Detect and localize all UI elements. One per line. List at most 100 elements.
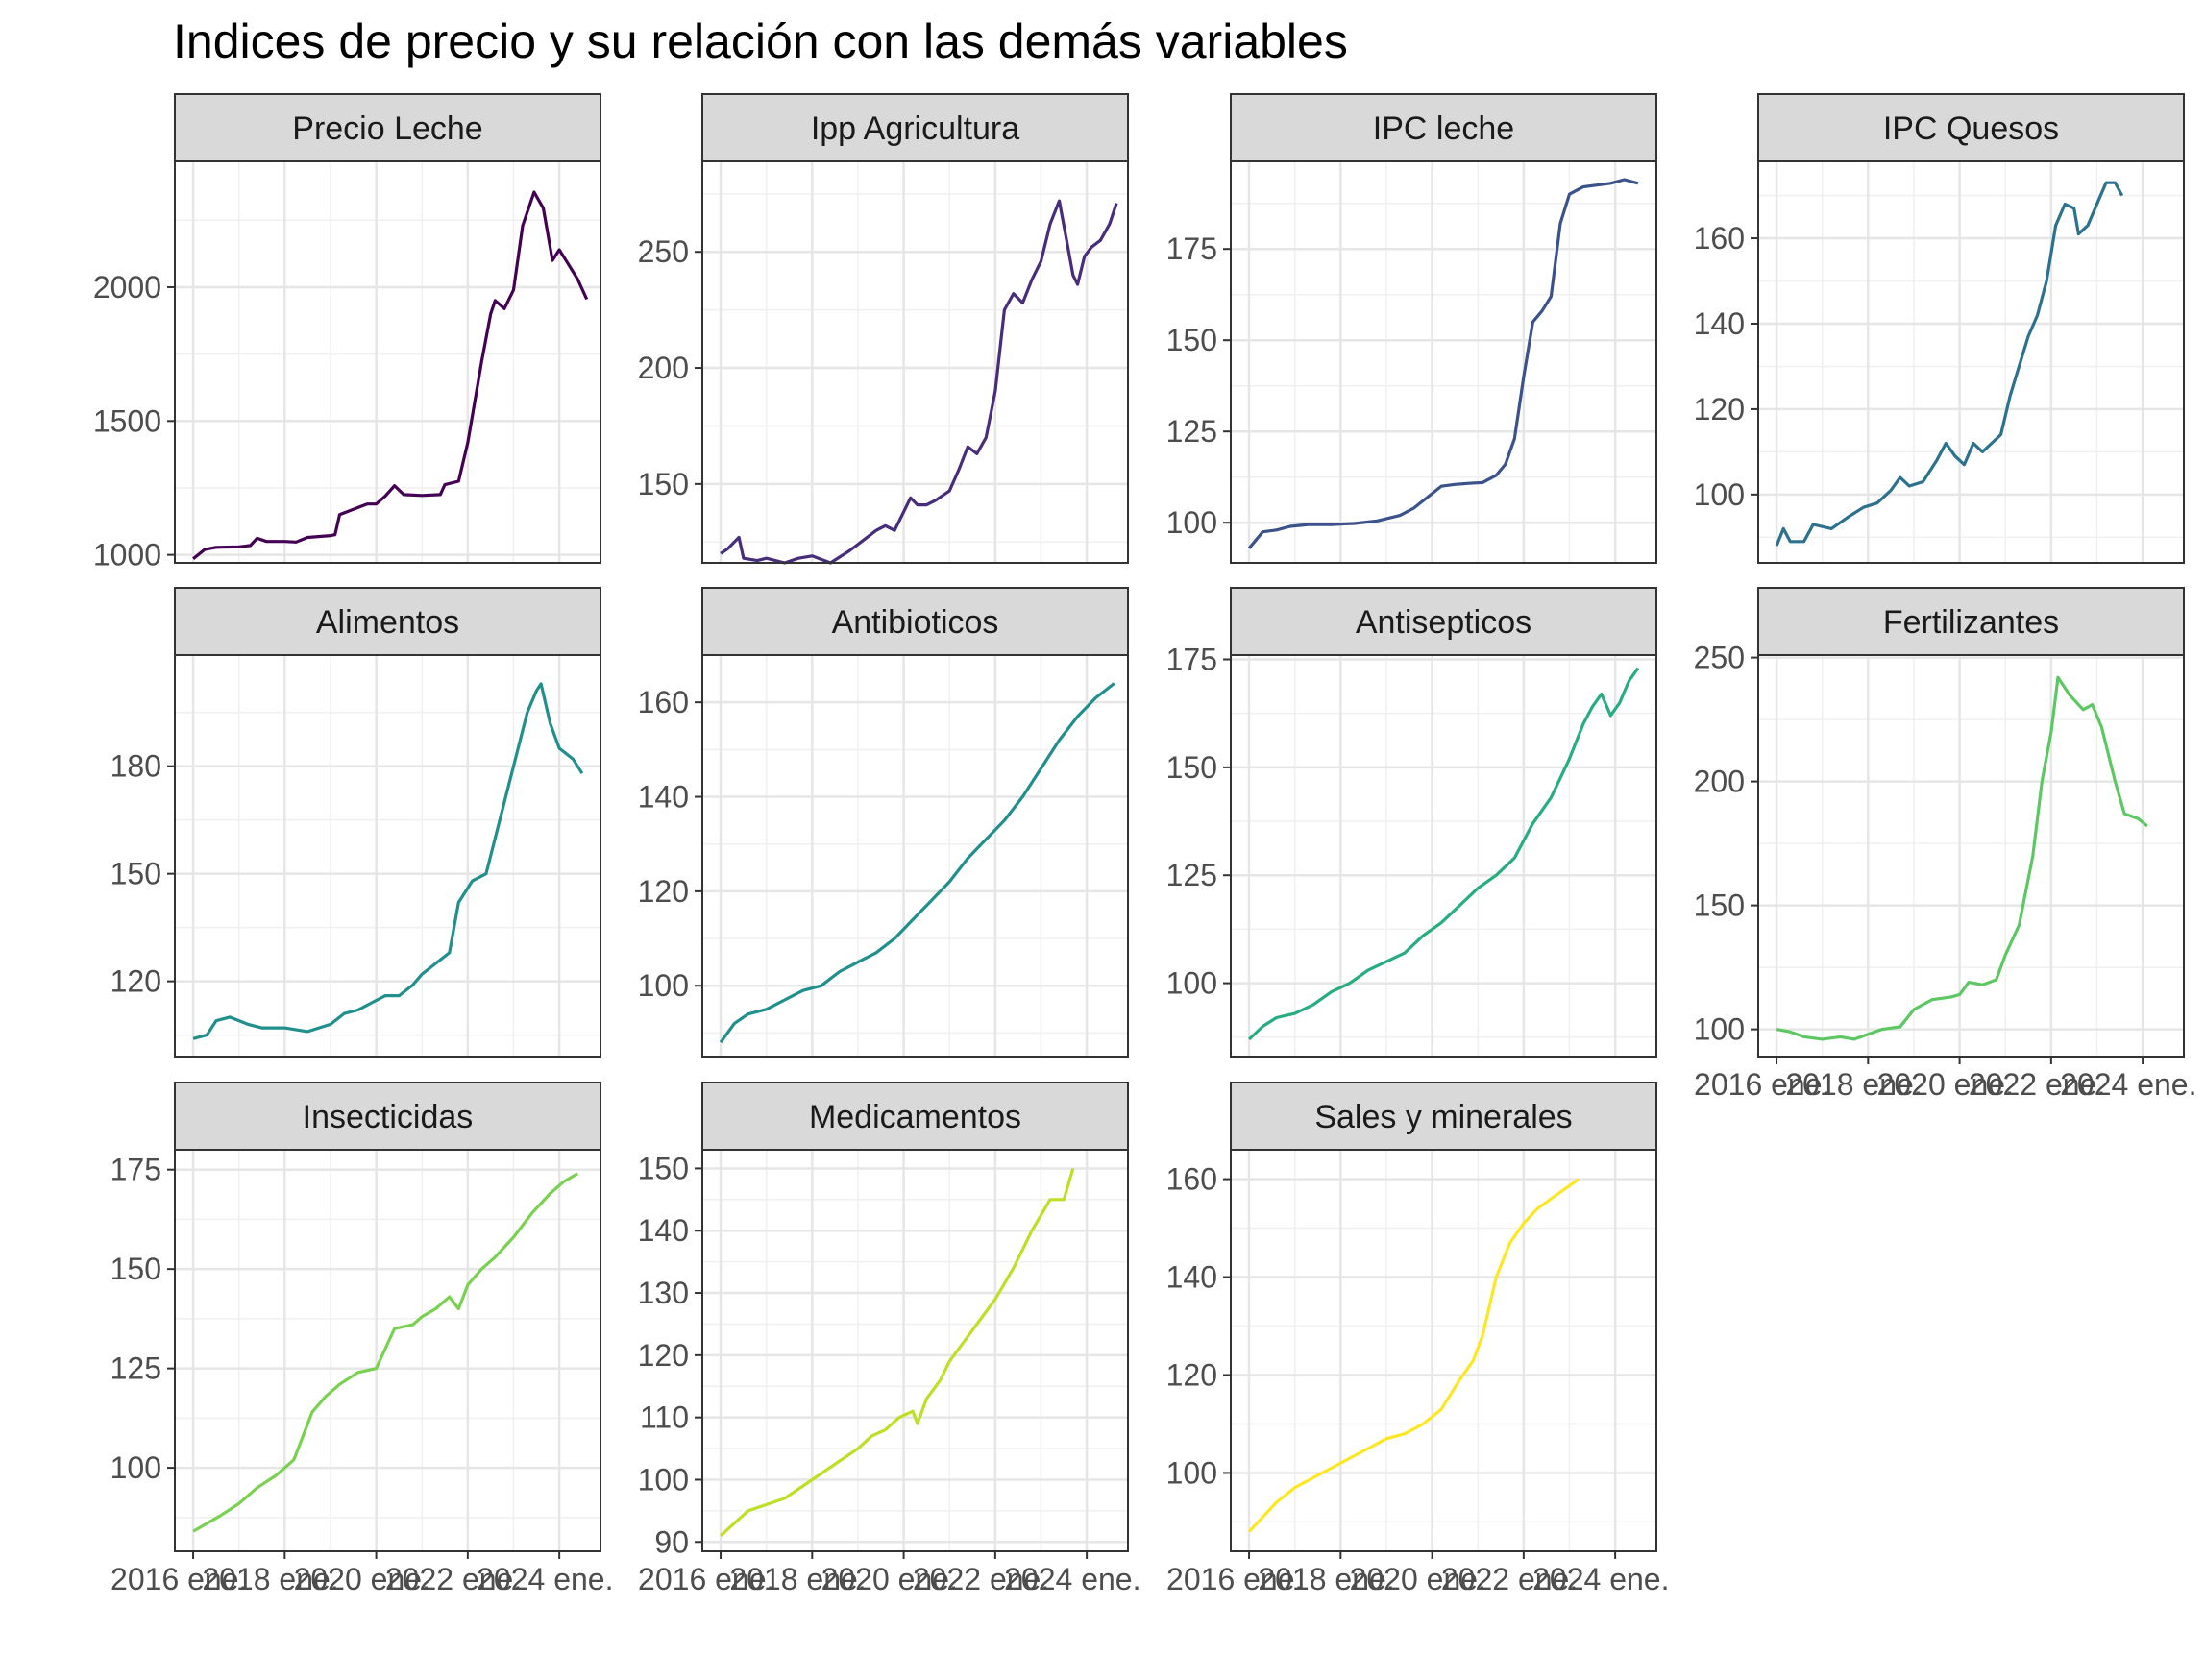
chart-title: Indices de precio y su relación con las … [173,14,1348,68]
y-tick-label: 100 [1166,966,1217,1001]
x-tick-label: 2020 ene. [294,1562,430,1596]
strip-background [174,93,601,162]
y-tick-label: 200 [638,351,689,385]
y-tick-label: 150 [1166,750,1217,785]
series-line-insecticidas [192,1172,579,1533]
y-tick-label: 120 [1166,1357,1217,1392]
series-line-alimentos [192,682,584,1040]
y-tick-label: 125 [1166,414,1217,449]
strip-label: Antisepticos [1356,604,1531,641]
panel-ipc-quesos: IPC Quesos 100 120 140 160 [1694,93,2185,564]
y-tick-label: 140 [638,780,689,815]
y-tick-label: 150 [110,1252,161,1286]
y-tick-label: 120 [110,964,161,999]
y-tick-label: 100 [638,968,689,1003]
series-line-ipc-leche [1247,178,1639,549]
strip-label: Ipp Agricultura [811,110,1019,147]
plot-area [175,655,600,1057]
x-tick-label: 2024 ene. [1004,1562,1140,1596]
series-line-ipp-agricultura [720,199,1118,565]
y-tick-label: 130 [638,1276,689,1310]
plot-area [702,161,1128,563]
y-tick-label: 140 [1166,1260,1217,1295]
y-tick-label: 140 [1694,306,1745,341]
y-tick-label: 100 [110,1450,161,1485]
y-tick-label: 125 [1166,858,1217,892]
x-tick-label: 2018 ene. [1258,1562,1394,1596]
y-tick-label: 1000 [93,538,161,572]
plot-area [702,655,1128,1057]
y-tick-label: 120 [638,1338,689,1373]
y-tick-label: 120 [1694,392,1745,426]
strip-background [174,1082,601,1151]
strip-label: Insecticidas [303,1099,474,1135]
x-tick-label: 2024 ene. [1532,1562,1669,1596]
panel-alimentos: Alimentos 120 150 180 [110,587,601,1058]
strip-label: Antibioticos [832,604,999,641]
y-tick-label: 140 [638,1213,689,1248]
x-tick-label: 2018 ene. [729,1562,866,1596]
y-tick-label: 110 [640,1400,689,1435]
plot-area [702,1150,1128,1551]
y-tick-label: 150 [110,857,161,891]
panel-insecticidas: Insecticidas 100 125 150 175 2016 ene.2018 en… [110,1082,613,1596]
y-tick-label: 2000 [93,270,161,304]
y-tick-label: 150 [638,1151,689,1185]
y-tick-label: 150 [1694,889,1745,923]
panel-fertilizantes: Fertilizantes 100 150 200 250 2016 ene.2018 e… [1694,587,2196,1102]
series-line-precio-leche [192,190,589,561]
x-tick-label: 2022 ene. [385,1562,522,1596]
panel-medicamentos: Medicamentos 90 100 110 120 130 140 150 2016 ene… [638,1082,1140,1596]
panel-ipp-agricultura: Ipp Agricultura 150 200 250 [638,93,1129,565]
panels-group: Precio Leche 1000 1500 2000 Ipp Agricultura 1… [93,93,2196,1596]
strip-background [1757,587,2185,656]
x-tick-label: 2016 ene. [1166,1562,1303,1596]
y-tick-label: 160 [1694,221,1745,256]
x-tick-label: 2016 ene. [1694,1067,1830,1102]
x-tick-label: 2016 ene. [110,1562,247,1596]
y-tick-label: 180 [110,749,161,784]
strip-label: Medicamentos [809,1099,1021,1135]
y-tick-label: 175 [110,1153,161,1187]
strip-label: IPC Quesos [1883,110,2059,147]
panel-ipc-leche: IPC leche 100 125 150 175 [1166,93,1657,564]
panel-precio-leche: Precio Leche 1000 1500 2000 [93,93,601,572]
x-tick-label: 2022 ene. [1969,1067,2105,1102]
strip-background [1230,1082,1657,1151]
strip-background [701,1082,1129,1151]
y-tick-label: 90 [654,1524,689,1559]
plot-area [1758,161,2184,563]
y-tick-label: 160 [1166,1162,1217,1197]
x-tick-label: 2022 ene. [913,1562,1049,1596]
series-line-antisepticos [1247,667,1640,1041]
y-tick-label: 200 [1694,765,1745,799]
strip-background [701,587,1129,656]
plot-area [1231,161,1656,563]
series-line-antibioticos [719,682,1115,1044]
y-tick-label: 250 [1694,641,1745,675]
y-tick-label: 100 [1166,505,1217,540]
strip-label: Sales y minerales [1314,1099,1572,1135]
x-tick-label: 2016 ene. [638,1562,774,1596]
y-tick-label: 100 [1694,1012,1745,1047]
plot-area [1758,655,2184,1057]
x-tick-label: 2018 ene. [202,1562,338,1596]
y-tick-label: 120 [638,874,689,909]
x-tick-label: 2020 ene. [1350,1562,1486,1596]
strip-label: Fertilizantes [1883,604,2059,641]
y-tick-label: 250 [638,234,689,269]
y-tick-label: 100 [1166,1455,1217,1490]
y-tick-label: 100 [1694,477,1745,512]
strip-label: Alimentos [316,604,459,641]
x-tick-label: 2018 ene. [1785,1067,1922,1102]
x-tick-label: 2020 ene. [821,1562,958,1596]
x-tick-label: 2020 ene. [1877,1067,2014,1102]
y-tick-label: 125 [110,1351,161,1386]
series-line-sales-y-minerales [1247,1178,1580,1533]
strip-background [1230,587,1657,656]
y-tick-label: 150 [1166,323,1217,357]
panel-antibioticos: Antibioticos 100 120 140 160 [638,587,1129,1058]
series-line-fertilizantes [1776,675,2148,1041]
